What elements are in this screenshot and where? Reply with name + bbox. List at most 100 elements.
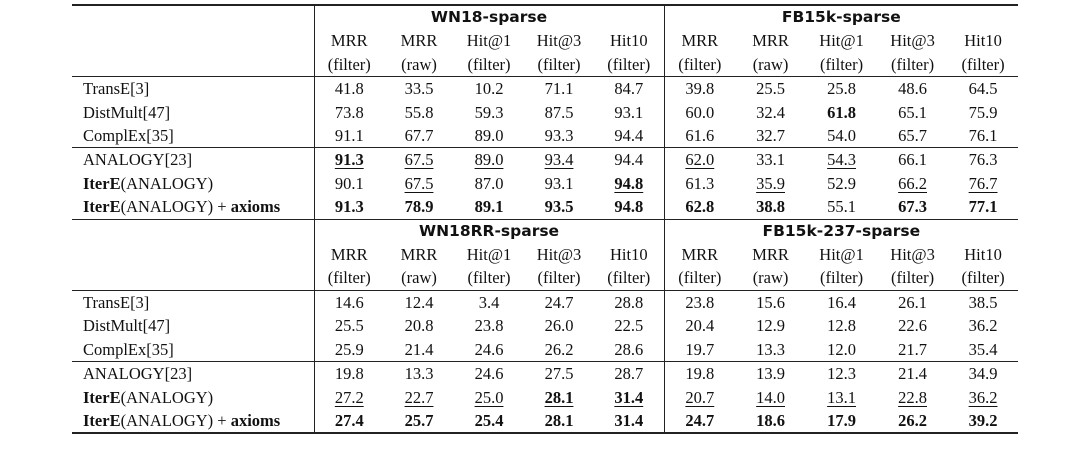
value-cell: 12.3 [806,361,878,386]
table-row: ANALOGY[23] 91.3 67.5 89.0 93.4 94.4 62.0 33.1 5… [72,147,1019,172]
metric-header-cell: Hit10 [594,243,664,266]
metric-header-cell: MRR [313,29,384,53]
value: 15.6 [756,292,785,312]
value-cell: 26.2 [524,338,594,362]
value: 67.7 [404,126,434,146]
value: 10.2 [474,79,504,99]
header-corner [72,3,314,30]
metric-header-cell: Hit@3 [524,29,594,52]
value: 87.0 [474,173,504,193]
value: 77.1 [968,197,998,217]
value-cell: 55.8 [384,101,454,124]
value: 27.4 [334,410,364,430]
model-name: TransE[3] [83,79,150,99]
value: 35.9 [756,173,785,193]
value-cell: 91.3 [313,195,384,220]
metric-header-row: (filter) (raw) (filter) (filter) (filter) (fi… [72,266,1018,291]
value: 60.0 [685,102,715,122]
value-cell: 60.0 [663,100,736,125]
value-cell: 26.0 [524,314,594,337]
metric-label: (raw) [401,54,437,74]
value-cell: 91.3 [313,147,384,172]
value-cell: 48.6 [877,76,949,101]
model-name-cell: TransE[3] [72,76,314,101]
value-cell: 64.5 [948,76,1019,101]
group-title: WN18-sparse [430,8,548,26]
metric-label: Hit@1 [819,31,864,51]
metric-header-cell: Hit10 [594,29,664,52]
value: 61.3 [685,173,715,193]
value-cell: 20.4 [663,314,736,338]
metric-header-cell: (filter) [524,53,594,77]
value-cell: 19.7 [663,337,736,362]
value: 31.4 [614,387,644,407]
model-name: (ANALOGY) [120,387,214,407]
model-name-cell: IterE(ANALOGY) [72,172,314,195]
value-cell: 18.6 [735,408,807,435]
value: 55.8 [404,102,434,122]
value-cell: 35.4 [948,338,1018,362]
value-cell: 16.4 [806,289,878,315]
value-cell: 38.8 [735,195,806,219]
metric-header-cell: (filter) [454,53,524,77]
metric-header-cell: Hit@1 [454,243,524,266]
value-cell: 22.8 [877,386,948,409]
value-cell: 89.1 [454,195,524,219]
metric-header-cell: Hit10 [948,29,1018,52]
value: 28.7 [614,364,644,384]
model-name: ComplEx[35] [83,126,174,146]
value-cell: 3.4 [454,289,524,315]
value: 25.7 [404,410,434,430]
metric-header-cell: (filter) [663,266,736,291]
group-header: FB15k-sparse [663,3,1019,30]
value-cell: 25.5 [735,76,807,101]
value-cell: 27.2 [313,385,384,409]
table-row: DistMult[47] 25.5 20.8 23.8 26.0 22.5 20.4 12.9… [72,314,1018,338]
value: 76.7 [968,173,998,193]
value-cell: 67.7 [384,124,454,148]
value-cell: 24.7 [663,408,736,435]
group-header-row: WN18-sparse FB15k-sparse [72,3,1019,30]
value-cell: 22.7 [384,386,454,409]
value: 65.7 [898,126,927,146]
value-cell: 61.6 [663,124,736,148]
value-cell: 32.4 [735,101,806,124]
metric-label: MRR [681,31,719,51]
value-cell: 94.4 [594,124,664,148]
metric-header-cell: MRR [735,29,806,52]
metric-header-cell: (raw) [384,266,454,290]
table-row: DistMult[47] 73.8 55.8 59.3 87.5 93.1 60.0 32.4… [72,100,1018,125]
value: 59.3 [474,102,504,122]
metric-header-cell: Hit@1 [806,243,877,266]
metric-label: (raw) [752,268,789,288]
model-name-bold: IterE [83,387,121,407]
value: 34.9 [968,364,998,384]
metric-label: (filter) [607,268,651,288]
metric-label: Hit@1 [466,245,512,265]
value-cell: 61.3 [663,171,736,196]
value-cell: 62.8 [663,195,736,220]
value: 64.5 [968,79,998,99]
value-cell: 87.0 [454,172,524,195]
value-cell: 13.9 [735,361,807,386]
value-cell: 25.8 [806,76,878,101]
value-cell: 10.2 [454,76,524,101]
value: 25.5 [334,316,364,336]
metric-label: Hit@1 [466,31,512,51]
model-name-bold: IterE [83,197,121,217]
metric-header-cell: (raw) [735,266,806,290]
value-cell: 21.4 [877,361,949,386]
value-cell: 24.7 [524,289,594,315]
value: 22.8 [898,387,927,407]
value: 48.6 [898,79,927,99]
metric-header-cell: (raw) [384,53,454,77]
value-cell: 25.7 [384,408,454,435]
value-cell: 33.1 [735,147,807,172]
table-row: TransE[3] 14.6 12.4 3.4 24.7 28.8 23.8 15.6 16.4… [72,289,1019,315]
value: 67.3 [898,197,927,217]
value: 91.1 [334,126,364,146]
model-name-cell: IterE(ANALOGY) + axioms [72,408,314,435]
value: 24.7 [544,292,574,312]
metric-label: (filter) [678,54,722,74]
value-cell: 54.3 [806,147,878,172]
